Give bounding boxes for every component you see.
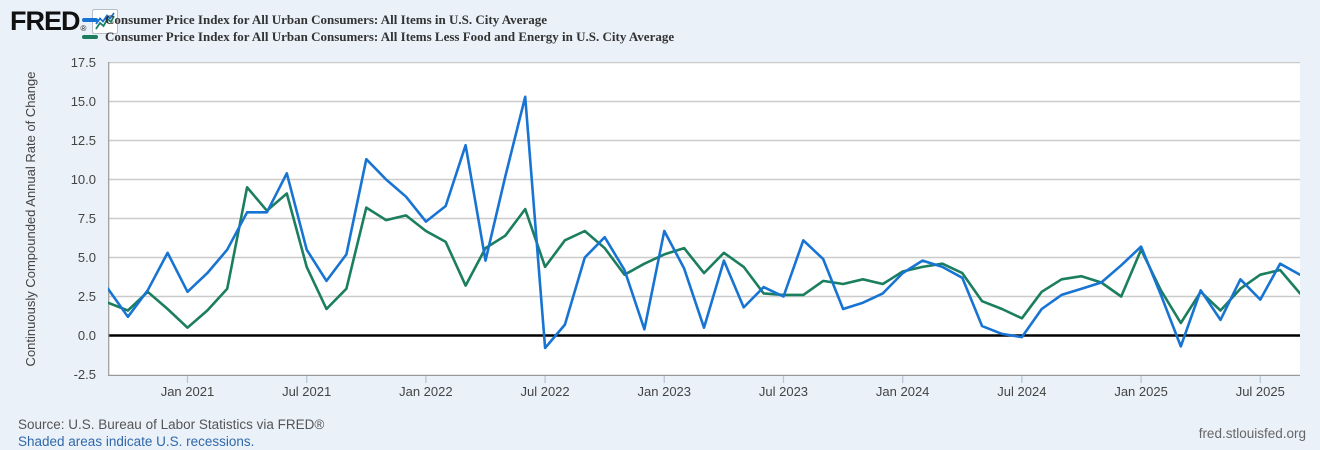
x-tick-label: Jul 2024 xyxy=(997,384,1047,399)
x-tick-label: Jan 2023 xyxy=(637,384,692,399)
chart-legend: Consumer Price Index for All Urban Consu… xyxy=(82,11,674,45)
x-tick-label: Jan 2021 xyxy=(160,384,215,399)
legend-label-all-items: Consumer Price Index for All Urban Consu… xyxy=(105,11,547,27)
legend-label-core: Consumer Price Index for All Urban Consu… xyxy=(105,28,675,44)
recession-note-link[interactable]: Shaded areas indicate U.S. recessions. xyxy=(18,434,255,449)
fred-logo-text: FRED xyxy=(10,6,80,36)
legend-item-all-items: Consumer Price Index for All Urban Consu… xyxy=(82,11,674,28)
x-tick-label: Jul 2021 xyxy=(282,384,332,399)
y-tick-label: -2.5 xyxy=(73,366,96,382)
y-tick-label: 7.5 xyxy=(77,210,96,226)
legend-item-core: Consumer Price Index for All Urban Consu… xyxy=(82,28,674,45)
y-tick-label: 0.0 xyxy=(77,327,96,343)
y-tick-label: 2.5 xyxy=(77,288,96,304)
series-line[interactable] xyxy=(108,95,1300,350)
fred-site-link[interactable]: fred.stlouisfed.org xyxy=(1198,426,1306,441)
y-tick-label: 17.5 xyxy=(70,54,96,70)
legend-swatch-core xyxy=(82,34,98,39)
fred-logo[interactable]: FRED ® xyxy=(10,6,119,36)
y-tick-label: 5.0 xyxy=(77,249,96,265)
y-tick-label: 15.0 xyxy=(70,93,96,109)
fred-logo-registered-mark: ® xyxy=(80,24,87,33)
x-tick-label: Jul 2023 xyxy=(758,384,809,399)
legend-swatch-all-items xyxy=(82,17,98,22)
y-tick-label: 12.5 xyxy=(70,132,96,148)
x-tick-label: Jan 2025 xyxy=(1114,384,1168,399)
x-tick-label: Jan 2024 xyxy=(875,384,930,399)
plot-area[interactable] xyxy=(108,62,1300,384)
x-tick-label: Jul 2025 xyxy=(1235,384,1285,399)
x-tick-label: Jul 2022 xyxy=(520,384,570,399)
fred-logo-chart-icon xyxy=(92,9,119,34)
source-text: Source: U.S. Bureau of Labor Statistics … xyxy=(18,417,325,432)
y-tick-label: 10.0 xyxy=(70,171,96,187)
x-tick-label: Jan 2022 xyxy=(399,384,453,399)
